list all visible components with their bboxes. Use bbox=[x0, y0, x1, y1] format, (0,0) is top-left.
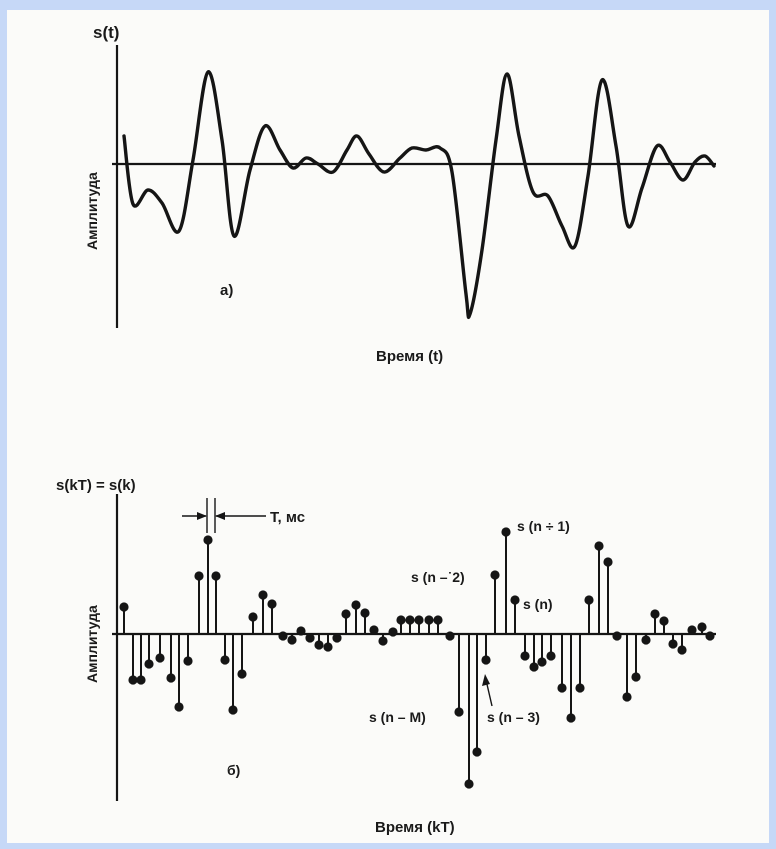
annotation-n-minus-3: s (n – 3) bbox=[487, 709, 540, 725]
sample-dot-28 bbox=[378, 636, 388, 646]
sample-dot-30 bbox=[396, 615, 406, 625]
continuous-signal-plot: s(t) Амплитуда а) Время (t) bbox=[84, 23, 716, 365]
top-y-label: s(t) bbox=[93, 23, 119, 42]
sample-dot-3 bbox=[144, 659, 154, 669]
sample-dot-42 bbox=[510, 595, 520, 605]
sample-dot-40 bbox=[490, 570, 500, 580]
annotation-n-minus-M: s (n – M) bbox=[369, 709, 426, 725]
top-x-label: Время (t) bbox=[376, 348, 443, 365]
sample-dot-1 bbox=[128, 675, 138, 685]
sample-dot-0 bbox=[119, 602, 129, 612]
sample-dot-49 bbox=[575, 683, 585, 693]
sample-dot-39 bbox=[481, 655, 491, 665]
n-minus-3-arrow bbox=[482, 674, 493, 707]
period-label: T, мс bbox=[270, 509, 305, 526]
sample-dot-29 bbox=[388, 627, 398, 637]
sample-dot-33 bbox=[424, 615, 434, 625]
sample-dot-62 bbox=[697, 622, 707, 632]
sample-dot-36 bbox=[454, 707, 464, 717]
sample-dot-63 bbox=[705, 631, 715, 641]
figure-paper bbox=[7, 10, 769, 843]
sample-dot-4 bbox=[155, 653, 165, 663]
sample-dot-51 bbox=[594, 541, 604, 551]
sample-dot-6 bbox=[174, 702, 184, 712]
sample-dot-57 bbox=[650, 609, 660, 619]
sample-dot-37 bbox=[464, 779, 474, 789]
sample-dot-22 bbox=[323, 642, 333, 652]
sample-dot-26 bbox=[360, 608, 370, 618]
sample-dot-54 bbox=[622, 692, 632, 702]
sample-dot-11 bbox=[220, 655, 230, 665]
sample-dot-12 bbox=[228, 705, 238, 715]
sample-dot-47 bbox=[557, 683, 567, 693]
bottom-y-label: s(kT) = s(k) bbox=[56, 477, 136, 494]
sample-dot-15 bbox=[258, 590, 268, 600]
bottom-panel-label: б) bbox=[227, 762, 240, 778]
period-marker: T, мс bbox=[182, 498, 305, 533]
sample-dot-17 bbox=[278, 631, 288, 641]
sample-dot-34 bbox=[433, 615, 443, 625]
sample-dot-53 bbox=[612, 631, 622, 641]
sample-dot-9 bbox=[203, 535, 213, 545]
sample-dot-56 bbox=[641, 635, 651, 645]
sample-dot-58 bbox=[659, 616, 669, 626]
annotation-n-minus-2: s (n –˙2) bbox=[411, 569, 465, 585]
bottom-amplitude-label: Амплитуда bbox=[84, 605, 100, 683]
sample-dot-59 bbox=[668, 639, 678, 649]
sample-dot-25 bbox=[351, 600, 361, 610]
bottom-x-label: Время (kT) bbox=[375, 819, 455, 836]
discrete-signal-plot: T, мс s(kT) = s(k) Амплитуда s (n ÷ 1) s… bbox=[56, 477, 716, 836]
sample-dot-38 bbox=[472, 747, 482, 757]
top-amplitude-label: Амплитуда bbox=[84, 172, 100, 250]
sample-dot-43 bbox=[520, 651, 530, 661]
annotation-n-plus-1: s (n ÷ 1) bbox=[517, 518, 570, 534]
annotation-n: s (n) bbox=[523, 596, 553, 612]
sample-dot-8 bbox=[194, 571, 204, 581]
sample-dot-2 bbox=[136, 675, 146, 685]
sample-stems bbox=[119, 527, 715, 789]
sample-dot-20 bbox=[305, 633, 315, 643]
sample-dot-7 bbox=[183, 656, 193, 666]
sample-dot-10 bbox=[211, 571, 221, 581]
sample-dot-48 bbox=[566, 713, 576, 723]
sample-dot-31 bbox=[405, 615, 415, 625]
sample-dot-45 bbox=[537, 657, 547, 667]
sample-dot-61 bbox=[687, 625, 697, 635]
sample-dot-21 bbox=[314, 640, 324, 650]
sample-dot-27 bbox=[369, 625, 379, 635]
continuous-signal-curve bbox=[122, 70, 716, 319]
sample-dot-55 bbox=[631, 672, 641, 682]
sample-dot-13 bbox=[237, 669, 247, 679]
sample-dot-18 bbox=[287, 635, 297, 645]
sample-dot-60 bbox=[677, 645, 687, 655]
sample-dot-16 bbox=[267, 599, 277, 609]
sample-dot-35 bbox=[445, 631, 455, 641]
sample-dot-32 bbox=[414, 615, 424, 625]
sample-dot-23 bbox=[332, 633, 342, 643]
sample-dot-19 bbox=[296, 626, 306, 636]
top-panel-label: а) bbox=[220, 282, 233, 299]
sample-dot-46 bbox=[546, 651, 556, 661]
sample-dot-14 bbox=[248, 612, 258, 622]
sample-dot-50 bbox=[584, 595, 594, 605]
sample-dot-52 bbox=[603, 557, 613, 567]
sample-dot-44 bbox=[529, 662, 539, 672]
sample-dot-41 bbox=[501, 527, 511, 537]
sample-dot-24 bbox=[341, 609, 351, 619]
sample-dot-5 bbox=[166, 673, 176, 683]
